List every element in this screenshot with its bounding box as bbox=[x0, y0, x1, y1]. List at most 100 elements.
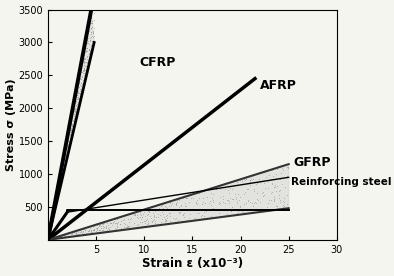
Point bbox=[188, 196, 194, 200]
Point bbox=[59, 173, 66, 178]
Point bbox=[135, 222, 141, 227]
Point bbox=[272, 185, 279, 189]
Point bbox=[81, 70, 87, 75]
Point bbox=[143, 224, 150, 228]
Point bbox=[67, 142, 73, 146]
Point bbox=[50, 211, 57, 216]
Point bbox=[167, 211, 173, 215]
Point bbox=[79, 69, 85, 74]
Point bbox=[240, 209, 246, 214]
Point bbox=[94, 231, 100, 236]
Point bbox=[90, 0, 96, 4]
Point bbox=[144, 217, 150, 222]
Point bbox=[54, 192, 60, 196]
Point bbox=[61, 152, 68, 156]
Point bbox=[59, 166, 65, 170]
Point bbox=[94, 222, 100, 227]
Point bbox=[54, 198, 60, 203]
Point bbox=[47, 228, 53, 233]
Point bbox=[66, 125, 72, 129]
Point bbox=[79, 75, 85, 79]
Point bbox=[78, 231, 85, 235]
Point bbox=[80, 232, 86, 237]
Point bbox=[277, 198, 283, 202]
Point bbox=[72, 119, 79, 123]
Point bbox=[151, 217, 157, 221]
Point bbox=[139, 220, 145, 225]
Point bbox=[67, 124, 73, 129]
Point bbox=[55, 185, 61, 190]
Point bbox=[81, 73, 87, 78]
Point bbox=[57, 184, 63, 188]
Point bbox=[146, 209, 152, 214]
Point bbox=[53, 202, 59, 207]
Point bbox=[85, 29, 91, 33]
Point bbox=[84, 49, 91, 53]
Point bbox=[59, 235, 65, 240]
Point bbox=[52, 201, 58, 206]
Point bbox=[87, 48, 93, 52]
Point bbox=[82, 73, 88, 77]
Point bbox=[132, 212, 138, 216]
Point bbox=[173, 216, 179, 220]
Point bbox=[76, 81, 83, 85]
Point bbox=[58, 177, 65, 181]
Point bbox=[65, 235, 71, 239]
Point bbox=[236, 198, 243, 202]
Point bbox=[270, 198, 277, 202]
Point bbox=[273, 167, 280, 171]
Point bbox=[150, 217, 156, 222]
Point bbox=[50, 212, 56, 217]
Point bbox=[47, 225, 54, 229]
Point bbox=[179, 211, 186, 216]
Point bbox=[285, 164, 292, 169]
Point bbox=[88, 21, 94, 25]
Point bbox=[90, 227, 97, 232]
Point bbox=[269, 190, 275, 194]
Point bbox=[234, 180, 240, 184]
Point bbox=[53, 202, 59, 206]
Point bbox=[169, 201, 175, 206]
Point bbox=[80, 78, 86, 82]
Point bbox=[163, 218, 169, 222]
Point bbox=[241, 191, 247, 196]
Point bbox=[72, 114, 79, 118]
Point bbox=[59, 175, 65, 179]
Text: GFRP: GFRP bbox=[294, 156, 331, 169]
Point bbox=[121, 225, 127, 229]
Point bbox=[142, 224, 148, 229]
Point bbox=[76, 85, 82, 89]
Point bbox=[217, 201, 223, 205]
Point bbox=[177, 198, 183, 202]
Point bbox=[80, 229, 86, 233]
Point bbox=[135, 215, 141, 220]
Point bbox=[201, 189, 207, 193]
Point bbox=[145, 221, 151, 225]
Point bbox=[200, 200, 206, 204]
Point bbox=[184, 196, 190, 200]
Point bbox=[71, 232, 77, 237]
Point bbox=[75, 101, 81, 105]
Point bbox=[51, 207, 57, 211]
Point bbox=[47, 227, 53, 231]
Point bbox=[50, 214, 56, 219]
Point bbox=[139, 215, 145, 219]
Point bbox=[151, 214, 157, 219]
Point bbox=[50, 215, 56, 220]
Point bbox=[63, 143, 69, 147]
Point bbox=[193, 198, 200, 202]
Point bbox=[86, 227, 92, 232]
Point bbox=[49, 217, 56, 222]
Point bbox=[77, 83, 84, 87]
Point bbox=[81, 66, 87, 71]
Point bbox=[52, 205, 59, 209]
Point bbox=[73, 234, 80, 238]
Point bbox=[85, 58, 92, 62]
Point bbox=[146, 224, 152, 228]
Point bbox=[64, 152, 70, 156]
Point bbox=[79, 59, 85, 63]
Point bbox=[46, 231, 52, 236]
Point bbox=[191, 216, 198, 220]
Point bbox=[66, 128, 72, 132]
Point bbox=[117, 226, 124, 230]
